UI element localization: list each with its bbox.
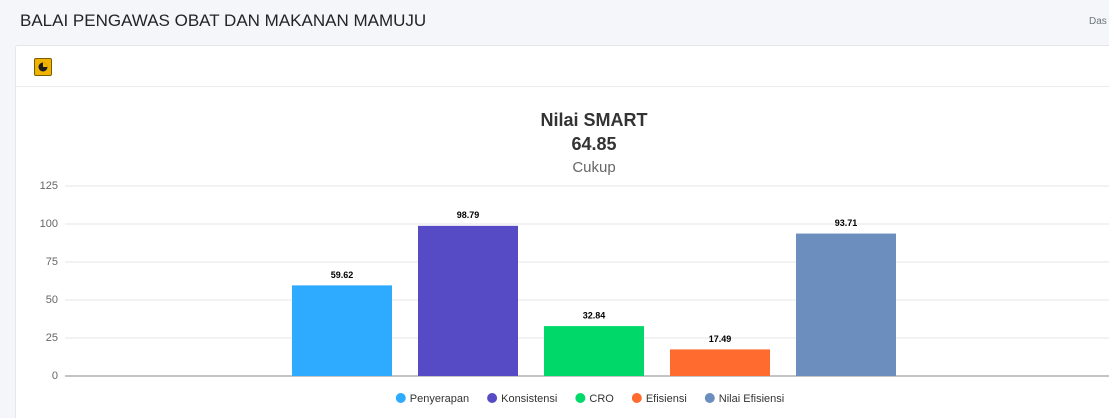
legend-label: Efisiensi xyxy=(646,393,687,405)
legend-label: Konsistensi xyxy=(501,393,557,405)
legend-marker xyxy=(575,393,586,403)
chart-rating: Cukup xyxy=(572,159,615,176)
bar xyxy=(796,233,896,376)
legend-marker xyxy=(704,393,715,403)
y-tick-label: 125 xyxy=(40,180,58,192)
bar xyxy=(544,326,644,376)
chart-icon[interactable] xyxy=(34,58,52,76)
data-label: 98.79 xyxy=(457,210,480,220)
legend-label: Penyerapan xyxy=(410,393,469,405)
chart-title: Nilai SMART xyxy=(540,110,647,130)
legend-marker xyxy=(631,393,642,403)
legend-marker xyxy=(395,393,406,403)
data-label: 59.62 xyxy=(331,270,354,280)
y-tick-label: 0 xyxy=(52,370,58,382)
bar xyxy=(418,225,518,376)
icon-glyph xyxy=(38,62,48,72)
bar xyxy=(292,285,392,376)
breadcrumb[interactable]: Das xyxy=(1089,16,1107,27)
y-tick-label: 100 xyxy=(40,218,58,230)
y-tick-label: 75 xyxy=(46,256,58,268)
data-label: 32.84 xyxy=(583,310,606,320)
legend-label: CRO xyxy=(589,393,614,405)
legend-marker xyxy=(487,393,498,403)
data-label: 93.71 xyxy=(835,218,858,228)
separator xyxy=(16,86,1109,87)
data-label: 17.49 xyxy=(709,334,732,344)
y-tick-label: 25 xyxy=(46,332,58,344)
legend-label: Nilai Efisiensi xyxy=(719,393,784,405)
page-title: BALAI PENGAWAS OBAT DAN MAKANAN MAMUJU xyxy=(20,11,427,30)
y-tick-label: 50 xyxy=(46,294,58,306)
bar xyxy=(670,349,770,376)
chart-score: 64.85 xyxy=(571,134,616,154)
